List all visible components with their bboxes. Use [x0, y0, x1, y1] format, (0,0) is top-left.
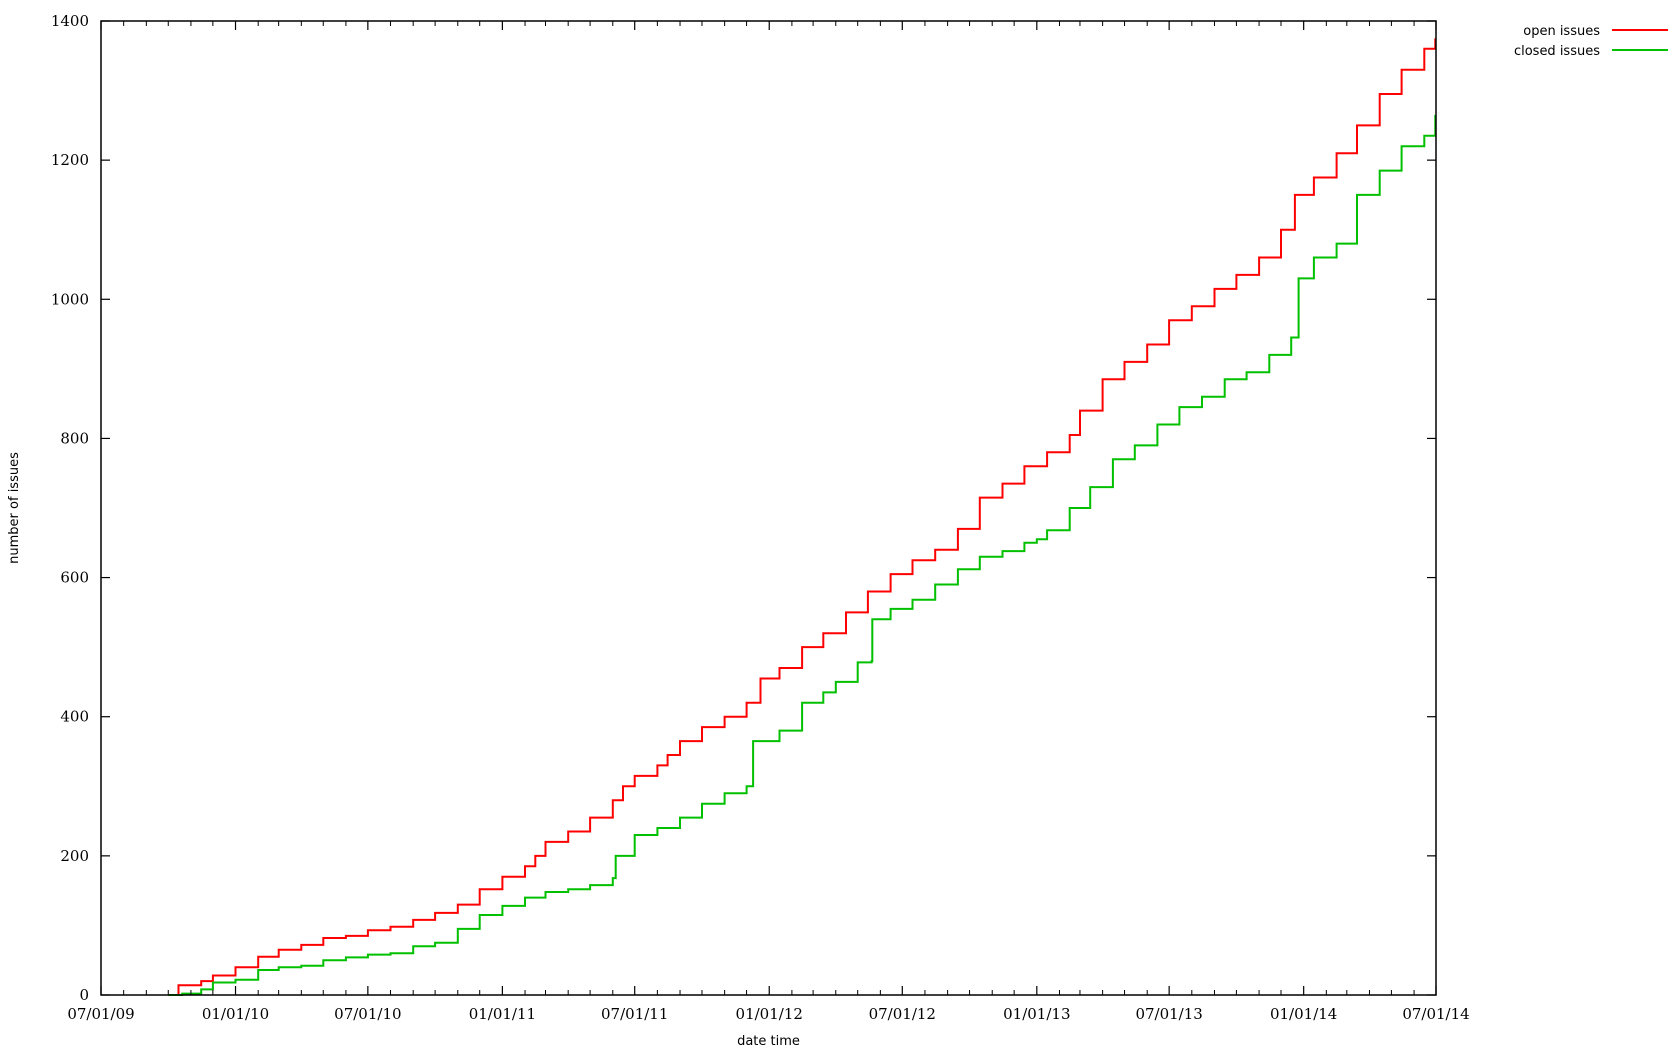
y-tick-label: 1200 [51, 151, 89, 169]
x-tick-label: 01/01/11 [469, 1005, 536, 1023]
x-tick-label: 07/01/11 [601, 1005, 668, 1023]
y-tick-label: 600 [60, 569, 89, 587]
legend: open issues closed issues [1514, 24, 1668, 59]
legend-label: closed issues [1514, 44, 1600, 59]
x-tick-label: 01/01/14 [1270, 1005, 1337, 1023]
x-tick-label: 01/01/13 [1003, 1005, 1070, 1023]
y-tick-label: 1400 [51, 12, 89, 30]
series-line-open-issues [168, 38, 1437, 996]
x-tick-label: 07/01/10 [334, 1005, 401, 1023]
x-tick-label: 07/01/09 [67, 1005, 134, 1023]
x-axis-title: date time [737, 1034, 800, 1049]
axis-labels: 0 200 400 600 800 1000 1200 1400 07/01/09 01/01/1… [51, 12, 1470, 1023]
plot-area [168, 38, 1437, 996]
y-tick-label: 200 [60, 847, 89, 865]
x-tick-label: 01/01/12 [736, 1005, 803, 1023]
y-tick-label: 800 [60, 429, 89, 447]
series-line-closed-issues [168, 114, 1437, 996]
y-tick-label: 0 [79, 986, 89, 1004]
x-tick-label: 07/01/12 [869, 1005, 936, 1023]
legend-label: open issues [1523, 24, 1600, 39]
y-tick-label: 1000 [51, 290, 89, 308]
y-tick-label: 400 [60, 708, 89, 726]
plot-frame [100, 20, 1437, 996]
x-tick-label: 07/01/14 [1402, 1005, 1469, 1023]
x-tick-label: 07/01/13 [1135, 1005, 1202, 1023]
y-axis-title: number of issues [7, 452, 22, 564]
x-tick-label: 01/01/10 [202, 1005, 269, 1023]
axis-ticks [100, 20, 1437, 996]
